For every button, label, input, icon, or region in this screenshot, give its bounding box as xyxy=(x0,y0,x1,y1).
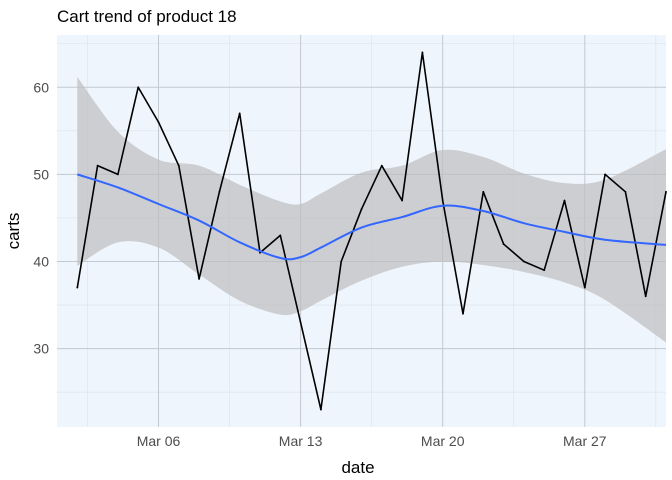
y-tick-label: 50 xyxy=(33,166,49,182)
data-point xyxy=(340,260,343,263)
x-tick-label: Mar 13 xyxy=(279,433,323,449)
data-point xyxy=(502,243,505,245)
data-point xyxy=(583,286,586,289)
confidence-band xyxy=(77,76,667,343)
data-point xyxy=(401,199,403,202)
data-point xyxy=(279,234,282,237)
smooth-trend-line xyxy=(76,173,667,261)
data-point xyxy=(665,190,667,193)
tick-labels: Mar 06 Mar 13 Mar 20 Mar 27 30 40 50 60 xyxy=(33,79,606,449)
series-layer xyxy=(76,51,667,411)
data-point xyxy=(482,190,485,193)
data-point xyxy=(218,190,221,193)
y-tick-label: 30 xyxy=(33,341,49,357)
x-tick-label: Mar 20 xyxy=(421,433,465,449)
data-point xyxy=(177,164,180,167)
data-point xyxy=(624,190,627,193)
carts-series-line xyxy=(76,51,667,411)
data-point xyxy=(421,51,424,54)
data-point xyxy=(380,164,383,167)
data-point xyxy=(604,173,606,176)
x-tick-label: Mar 27 xyxy=(563,433,607,449)
data-point xyxy=(320,408,322,411)
data-point xyxy=(523,260,525,263)
data-point xyxy=(360,208,363,211)
data-point xyxy=(76,286,79,289)
data-point xyxy=(117,173,119,176)
chart-title: Cart trend of product 18 xyxy=(57,7,237,26)
data-point xyxy=(299,321,302,324)
data-point xyxy=(441,199,444,202)
confidence-band-layer xyxy=(77,76,667,343)
y-tick-label: 60 xyxy=(33,79,49,95)
data-point xyxy=(543,269,546,272)
x-axis-title: date xyxy=(341,458,374,477)
data-point xyxy=(238,112,241,115)
data-point xyxy=(198,278,201,280)
y-tick-label: 40 xyxy=(33,253,49,269)
data-point xyxy=(137,86,140,89)
data-point xyxy=(157,121,160,124)
data-point xyxy=(96,164,99,167)
data-point xyxy=(462,312,464,315)
y-axis-title: carts xyxy=(4,213,23,250)
x-tick-label: Mar 06 xyxy=(137,433,181,449)
data-point xyxy=(563,199,566,202)
data-point xyxy=(644,295,647,298)
